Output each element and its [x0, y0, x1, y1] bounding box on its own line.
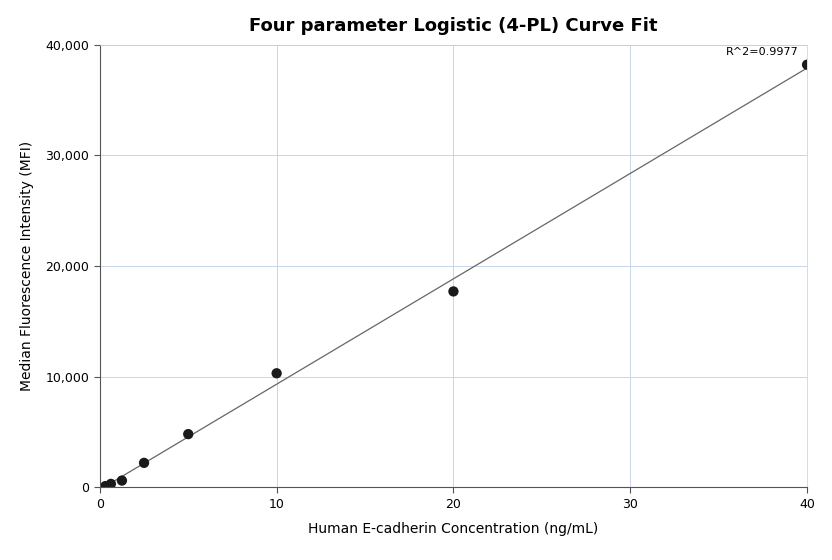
Point	[99, 482, 112, 491]
Point	[270, 369, 283, 378]
Point	[104, 479, 117, 488]
Title: Four parameter Logistic (4-PL) Curve Fit: Four parameter Logistic (4-PL) Curve Fit	[250, 17, 657, 35]
X-axis label: Human E-cadherin Concentration (ng/mL): Human E-cadherin Concentration (ng/mL)	[309, 522, 598, 536]
Point	[181, 430, 195, 438]
Point	[116, 476, 129, 485]
Text: R^2=0.9977: R^2=0.9977	[726, 47, 798, 57]
Point	[137, 459, 151, 468]
Point	[447, 287, 460, 296]
Y-axis label: Median Fluorescence Intensity (MFI): Median Fluorescence Intensity (MFI)	[21, 141, 34, 391]
Point	[800, 60, 814, 69]
